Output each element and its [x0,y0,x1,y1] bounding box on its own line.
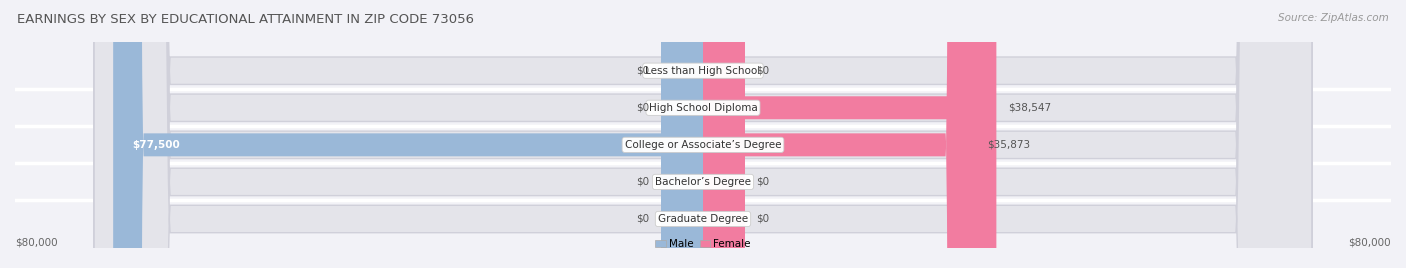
FancyBboxPatch shape [94,0,1312,268]
FancyBboxPatch shape [94,0,1312,268]
Legend: Male, Female: Male, Female [651,235,755,253]
Text: $80,000: $80,000 [1348,238,1391,248]
FancyBboxPatch shape [94,0,1312,268]
FancyBboxPatch shape [703,0,745,268]
FancyBboxPatch shape [703,0,745,268]
FancyBboxPatch shape [703,0,976,268]
Text: $0: $0 [637,103,650,113]
Text: $0: $0 [637,66,650,76]
Text: Graduate Degree: Graduate Degree [658,214,748,224]
Text: $0: $0 [756,214,769,224]
Text: College or Associate’s Degree: College or Associate’s Degree [624,140,782,150]
FancyBboxPatch shape [94,0,1312,268]
FancyBboxPatch shape [703,0,745,268]
Text: $80,000: $80,000 [15,238,58,248]
Text: $35,873: $35,873 [987,140,1031,150]
FancyBboxPatch shape [703,0,997,268]
Text: $0: $0 [637,214,650,224]
Text: $0: $0 [756,66,769,76]
Text: Source: ZipAtlas.com: Source: ZipAtlas.com [1278,13,1389,23]
Text: High School Diploma: High School Diploma [648,103,758,113]
FancyBboxPatch shape [661,0,703,268]
FancyBboxPatch shape [94,0,1312,268]
Text: Bachelor’s Degree: Bachelor’s Degree [655,177,751,187]
FancyBboxPatch shape [661,0,703,268]
Text: $0: $0 [756,177,769,187]
Text: Less than High School: Less than High School [645,66,761,76]
Text: EARNINGS BY SEX BY EDUCATIONAL ATTAINMENT IN ZIP CODE 73056: EARNINGS BY SEX BY EDUCATIONAL ATTAINMEN… [17,13,474,27]
FancyBboxPatch shape [661,0,703,268]
FancyBboxPatch shape [112,0,703,268]
Text: $38,547: $38,547 [1008,103,1050,113]
Text: $77,500: $77,500 [132,140,180,150]
Text: $0: $0 [637,177,650,187]
FancyBboxPatch shape [661,0,703,268]
